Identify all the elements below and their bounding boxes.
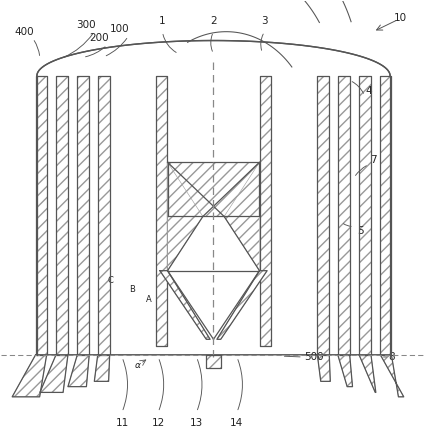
Polygon shape xyxy=(155,76,166,346)
Text: 8: 8 xyxy=(387,352,394,362)
Text: 3: 3 xyxy=(261,16,267,26)
Polygon shape xyxy=(40,355,68,392)
Polygon shape xyxy=(167,162,259,217)
Polygon shape xyxy=(56,76,68,355)
Text: B: B xyxy=(129,285,135,294)
Polygon shape xyxy=(37,40,389,355)
Polygon shape xyxy=(167,162,202,271)
Polygon shape xyxy=(77,76,89,355)
Text: 10: 10 xyxy=(393,12,406,23)
Text: 300: 300 xyxy=(76,20,95,30)
Text: 4: 4 xyxy=(365,87,371,96)
Text: 12: 12 xyxy=(151,418,164,428)
Text: 400: 400 xyxy=(14,27,34,37)
Text: 7: 7 xyxy=(369,155,376,165)
Polygon shape xyxy=(205,355,221,368)
Polygon shape xyxy=(337,355,352,387)
Polygon shape xyxy=(216,271,267,339)
Polygon shape xyxy=(224,162,259,271)
Polygon shape xyxy=(68,355,89,387)
Polygon shape xyxy=(260,76,271,346)
Polygon shape xyxy=(380,76,391,355)
Text: 11: 11 xyxy=(115,418,128,428)
Text: $\alpha$: $\alpha$ xyxy=(134,361,142,370)
Text: 5: 5 xyxy=(356,226,363,236)
Polygon shape xyxy=(35,76,46,355)
Text: 100: 100 xyxy=(110,24,130,35)
Text: A: A xyxy=(146,295,151,304)
Polygon shape xyxy=(380,355,403,397)
Polygon shape xyxy=(12,355,46,397)
Text: 1: 1 xyxy=(159,16,165,26)
Polygon shape xyxy=(317,355,330,381)
Text: 14: 14 xyxy=(230,418,243,428)
Text: 500: 500 xyxy=(303,352,322,362)
Text: 2: 2 xyxy=(210,16,216,26)
Polygon shape xyxy=(94,355,109,381)
Text: C: C xyxy=(107,276,113,285)
Polygon shape xyxy=(358,355,375,392)
Polygon shape xyxy=(317,76,328,355)
Polygon shape xyxy=(337,76,349,355)
Text: 13: 13 xyxy=(190,418,203,428)
Polygon shape xyxy=(98,76,109,355)
Text: 200: 200 xyxy=(89,33,108,44)
Polygon shape xyxy=(159,271,210,339)
Polygon shape xyxy=(358,76,370,355)
